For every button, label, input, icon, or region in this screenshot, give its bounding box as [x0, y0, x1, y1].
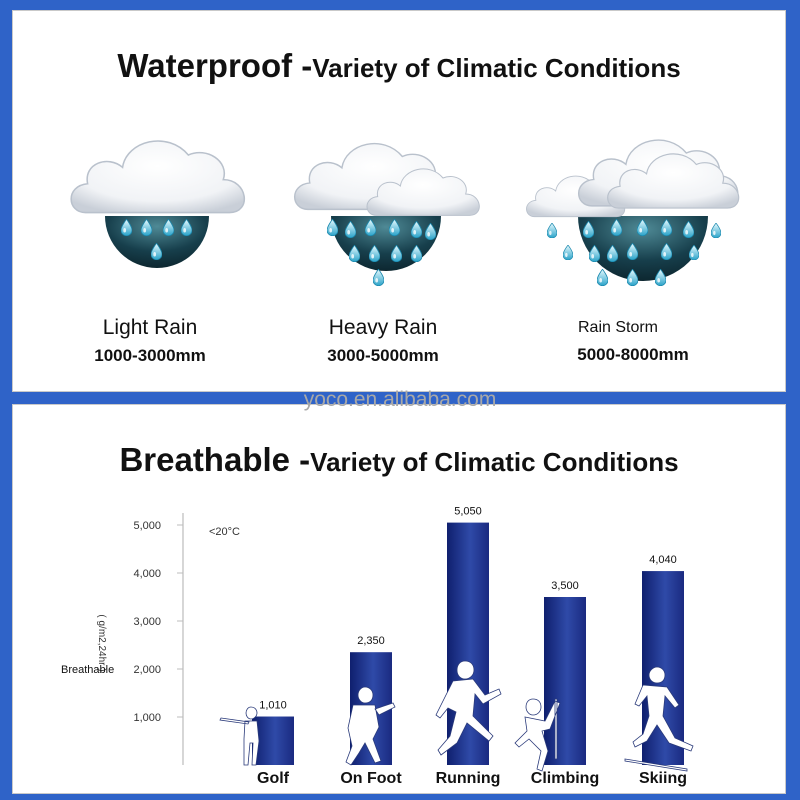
light-rain-label: Light Rain 1000-3000mm — [75, 316, 225, 366]
y-tick-label: 5,000 — [133, 520, 161, 532]
athlete-silhouettes — [219, 660, 694, 772]
climber-icon — [514, 698, 561, 772]
bar-value-label: 4,040 — [649, 554, 677, 566]
light-rain-cloud-icon — [70, 140, 246, 268]
condition-name: Light Rain — [102, 316, 198, 339]
condition-name: Rain Storm — [577, 319, 659, 336]
category-label: Golf — [257, 770, 290, 787]
y-axis-ticks: 1,000 2,000 3,000 4,000 5,000 — [133, 520, 183, 724]
condition-name: Heavy Rain — [328, 316, 438, 339]
waterproof-title-bold: Waterproof - — [117, 47, 313, 84]
bar-value-label: 2,350 — [357, 635, 385, 647]
waterproof-title-rest: Variety of Climatic Conditions — [312, 53, 681, 83]
waterproof-panel: Waterproof -Variety of Climatic Conditio… — [12, 10, 786, 392]
rain-clouds-illustration — [70, 139, 740, 286]
runner-icon — [435, 660, 502, 756]
bar-value-label: 1,010 — [259, 700, 287, 712]
rain-storm-label: Rain Storm 5000-8000mm — [553, 319, 713, 365]
hiker-icon — [345, 686, 396, 766]
condition-range: 3000-5000mm — [327, 346, 439, 365]
y-tick-label: 3,000 — [133, 616, 161, 628]
y-tick-label: 2,000 — [133, 664, 161, 676]
rain-storm-cloud-icon — [525, 139, 740, 286]
heavy-rain-cloud-icon — [293, 142, 480, 286]
breathable-title-rest: Variety of Climatic Conditions — [310, 447, 679, 477]
temperature-annotation: <20°C — [209, 526, 240, 538]
waterproof-title: Waterproof -Variety of Climatic Conditio… — [13, 47, 785, 85]
breathable-title-bold: Breathable - — [119, 441, 311, 478]
watermark: yoco.en.alibaba.com — [303, 388, 497, 411]
y-tick-label: 4,000 — [133, 568, 161, 580]
bar-value-label: 3,500 — [551, 580, 579, 592]
condition-range: 1000-3000mm — [94, 346, 206, 365]
y-axis-unit: ( g/m2,24hr ) — [96, 614, 107, 671]
category-label: Running — [436, 770, 501, 787]
bar-climbing — [544, 597, 586, 765]
breathability-chart: 1,000 2,000 3,000 4,000 5,000 <20°C ( g/m2,2… — [61, 506, 694, 787]
bars-group: 1,010 2,350 5,050 3,500 4,040 — [252, 506, 684, 765]
category-label: Skiing — [639, 770, 687, 787]
x-axis-labels: Golf On Foot Running Climbing Skiing — [257, 770, 687, 787]
bar-value-label: 5,050 — [454, 506, 482, 518]
skier-icon — [624, 666, 694, 772]
condition-range: 5000-8000mm — [577, 345, 689, 364]
y-axis-label: Breathable — [61, 664, 114, 676]
heavy-rain-label: Heavy Rain 3000-5000mm — [305, 316, 461, 366]
breathable-title: Breathable -Variety of Climatic Conditio… — [13, 441, 785, 479]
y-tick-label: 1,000 — [133, 712, 161, 724]
breathable-panel: Breathable -Variety of Climatic Conditio… — [12, 404, 786, 794]
golfer-icon — [219, 706, 260, 766]
category-label: On Foot — [340, 770, 402, 787]
category-label: Climbing — [531, 770, 599, 787]
